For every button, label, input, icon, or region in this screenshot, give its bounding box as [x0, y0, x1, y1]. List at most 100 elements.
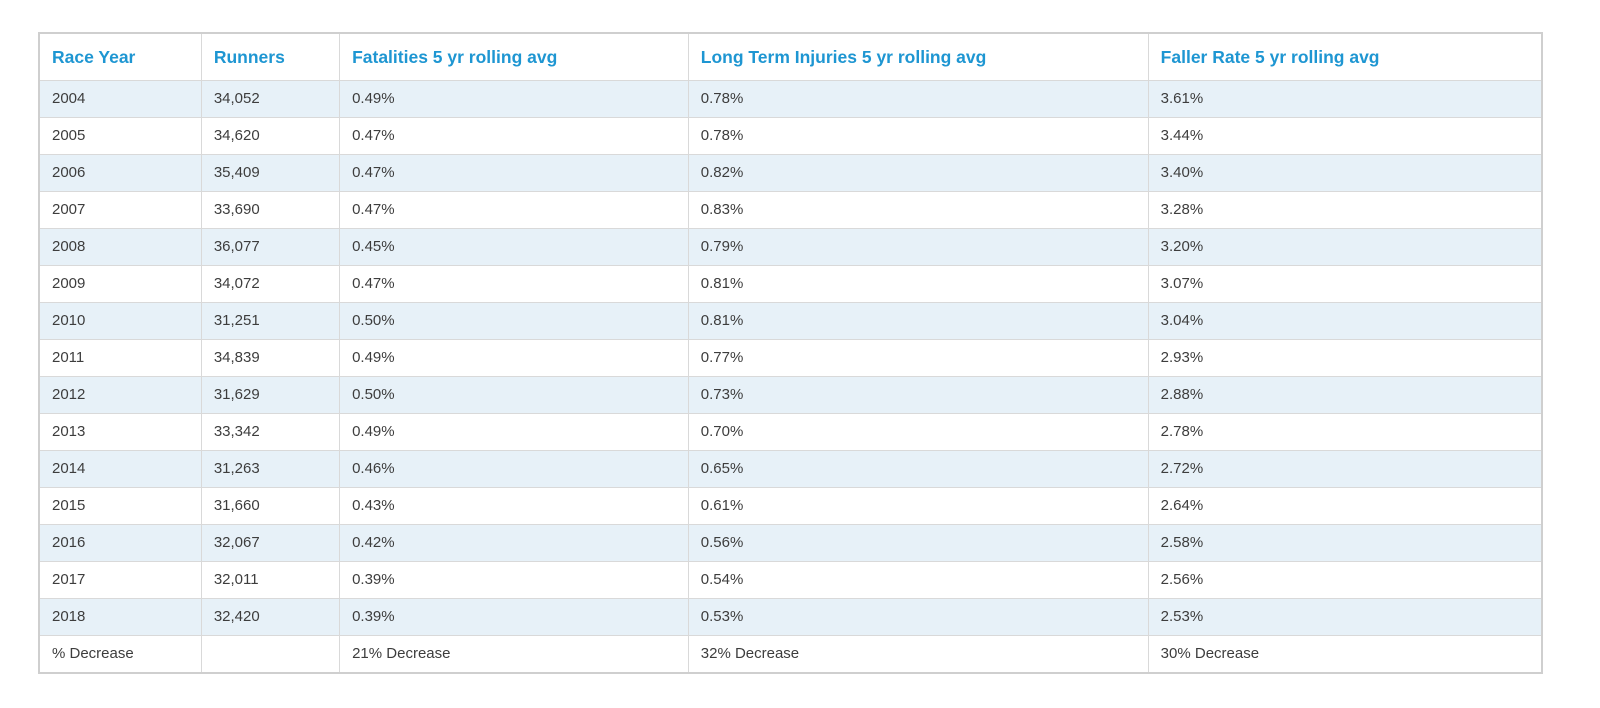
cell-fatalities-avg: 0.50%: [339, 302, 689, 340]
table-row: 2004 34,052 0.49% 0.78% 3.61%: [38, 80, 1543, 118]
cell-runners: 31,660: [200, 487, 341, 525]
cell-race-year: 2014: [38, 450, 202, 488]
cell-faller-rate-avg: 3.07%: [1147, 265, 1543, 303]
cell-runners: 31,263: [200, 450, 341, 488]
race-statistics-table: Race Year Runners Fatalities 5 yr rollin…: [38, 32, 1543, 674]
cell-faller-rate-avg: 3.20%: [1147, 228, 1543, 266]
cell-runners: 34,072: [200, 265, 341, 303]
cell-race-year: 2013: [38, 413, 202, 451]
table-row: 2005 34,620 0.47% 0.78% 3.44%: [38, 117, 1543, 155]
cell-long-term-injuries-avg: 0.78%: [687, 80, 1149, 118]
cell-long-term-injuries-avg: 0.81%: [687, 302, 1149, 340]
cell-fatalities-avg: 0.47%: [339, 117, 689, 155]
cell-faller-rate-avg: 2.58%: [1147, 524, 1543, 562]
cell-long-term-injuries-avg: 0.73%: [687, 376, 1149, 414]
cell-race-year: 2011: [38, 339, 202, 377]
cell-fatalities-avg: 0.39%: [339, 561, 689, 599]
cell-long-term-injuries-avg: 0.56%: [687, 524, 1149, 562]
table-row: 2014 31,263 0.46% 0.65% 2.72%: [38, 450, 1543, 488]
column-header-faller-rate-avg: Faller Rate 5 yr rolling avg: [1147, 32, 1543, 81]
cell-long-term-injuries-avg: 0.77%: [687, 339, 1149, 377]
table-row: 2012 31,629 0.50% 0.73% 2.88%: [38, 376, 1543, 414]
cell-fatalities-avg: 0.42%: [339, 524, 689, 562]
cell-long-term-injuries-avg: 0.53%: [687, 598, 1149, 636]
cell-long-term-injuries-avg: 0.82%: [687, 154, 1149, 192]
table-row: 2006 35,409 0.47% 0.82% 3.40%: [38, 154, 1543, 192]
cell-runners: 34,620: [200, 117, 341, 155]
cell-runners: 34,052: [200, 80, 341, 118]
cell-faller-rate-avg: 3.28%: [1147, 191, 1543, 229]
cell-fatalities-avg: 0.45%: [339, 228, 689, 266]
cell-faller-rate-avg: 2.88%: [1147, 376, 1543, 414]
cell-fatalities-avg: 0.47%: [339, 191, 689, 229]
footer-cell-long-term-injuries-avg: 32% Decrease: [687, 635, 1149, 674]
cell-fatalities-avg: 0.39%: [339, 598, 689, 636]
column-header-fatalities-avg: Fatalities 5 yr rolling avg: [339, 32, 689, 81]
table-row: 2016 32,067 0.42% 0.56% 2.58%: [38, 524, 1543, 562]
table-header: Race Year Runners Fatalities 5 yr rollin…: [38, 32, 1543, 81]
cell-fatalities-avg: 0.49%: [339, 413, 689, 451]
cell-race-year: 2010: [38, 302, 202, 340]
table-row: 2007 33,690 0.47% 0.83% 3.28%: [38, 191, 1543, 229]
cell-faller-rate-avg: 2.53%: [1147, 598, 1543, 636]
table-row: 2018 32,420 0.39% 0.53% 2.53%: [38, 598, 1543, 636]
cell-runners: 32,011: [200, 561, 341, 599]
cell-race-year: 2004: [38, 80, 202, 118]
cell-race-year: 2008: [38, 228, 202, 266]
table-row: 2008 36,077 0.45% 0.79% 3.20%: [38, 228, 1543, 266]
cell-long-term-injuries-avg: 0.78%: [687, 117, 1149, 155]
column-header-race-year: Race Year: [38, 32, 202, 81]
cell-fatalities-avg: 0.46%: [339, 450, 689, 488]
table-row: 2015 31,660 0.43% 0.61% 2.64%: [38, 487, 1543, 525]
header-row: Race Year Runners Fatalities 5 yr rollin…: [38, 32, 1543, 81]
cell-faller-rate-avg: 3.04%: [1147, 302, 1543, 340]
cell-faller-rate-avg: 2.72%: [1147, 450, 1543, 488]
cell-fatalities-avg: 0.49%: [339, 80, 689, 118]
table-row: 2017 32,011 0.39% 0.54% 2.56%: [38, 561, 1543, 599]
cell-race-year: 2018: [38, 598, 202, 636]
cell-faller-rate-avg: 3.61%: [1147, 80, 1543, 118]
cell-race-year: 2012: [38, 376, 202, 414]
cell-runners: 36,077: [200, 228, 341, 266]
column-header-runners: Runners: [200, 32, 341, 81]
cell-runners: 32,420: [200, 598, 341, 636]
cell-faller-rate-avg: 3.44%: [1147, 117, 1543, 155]
cell-race-year: 2006: [38, 154, 202, 192]
cell-long-term-injuries-avg: 0.79%: [687, 228, 1149, 266]
table-row: 2010 31,251 0.50% 0.81% 3.04%: [38, 302, 1543, 340]
cell-long-term-injuries-avg: 0.70%: [687, 413, 1149, 451]
cell-race-year: 2015: [38, 487, 202, 525]
cell-faller-rate-avg: 2.56%: [1147, 561, 1543, 599]
column-header-long-term-injuries-avg: Long Term Injuries 5 yr rolling avg: [687, 32, 1149, 81]
footer-cell-faller-rate-avg: 30% Decrease: [1147, 635, 1543, 674]
race-statistics-table-container: Race Year Runners Fatalities 5 yr rollin…: [38, 32, 1543, 674]
table-body: 2004 34,052 0.49% 0.78% 3.61% 2005 34,620 0.47%…: [38, 80, 1543, 674]
cell-long-term-injuries-avg: 0.83%: [687, 191, 1149, 229]
cell-race-year: 2005: [38, 117, 202, 155]
cell-race-year: 2017: [38, 561, 202, 599]
cell-runners: 31,251: [200, 302, 341, 340]
cell-fatalities-avg: 0.47%: [339, 154, 689, 192]
cell-race-year: 2007: [38, 191, 202, 229]
cell-runners: 32,067: [200, 524, 341, 562]
cell-runners: 34,839: [200, 339, 341, 377]
cell-runners: 33,342: [200, 413, 341, 451]
footer-cell-runners: [200, 635, 341, 674]
cell-fatalities-avg: 0.50%: [339, 376, 689, 414]
cell-faller-rate-avg: 2.64%: [1147, 487, 1543, 525]
cell-runners: 33,690: [200, 191, 341, 229]
cell-race-year: 2016: [38, 524, 202, 562]
cell-runners: 35,409: [200, 154, 341, 192]
cell-fatalities-avg: 0.49%: [339, 339, 689, 377]
table-row: 2011 34,839 0.49% 0.77% 2.93%: [38, 339, 1543, 377]
cell-faller-rate-avg: 2.93%: [1147, 339, 1543, 377]
cell-faller-rate-avg: 2.78%: [1147, 413, 1543, 451]
footer-cell-fatalities-avg: 21% Decrease: [339, 635, 689, 674]
cell-faller-rate-avg: 3.40%: [1147, 154, 1543, 192]
cell-long-term-injuries-avg: 0.61%: [687, 487, 1149, 525]
cell-fatalities-avg: 0.43%: [339, 487, 689, 525]
table-row: 2013 33,342 0.49% 0.70% 2.78%: [38, 413, 1543, 451]
cell-runners: 31,629: [200, 376, 341, 414]
cell-fatalities-avg: 0.47%: [339, 265, 689, 303]
